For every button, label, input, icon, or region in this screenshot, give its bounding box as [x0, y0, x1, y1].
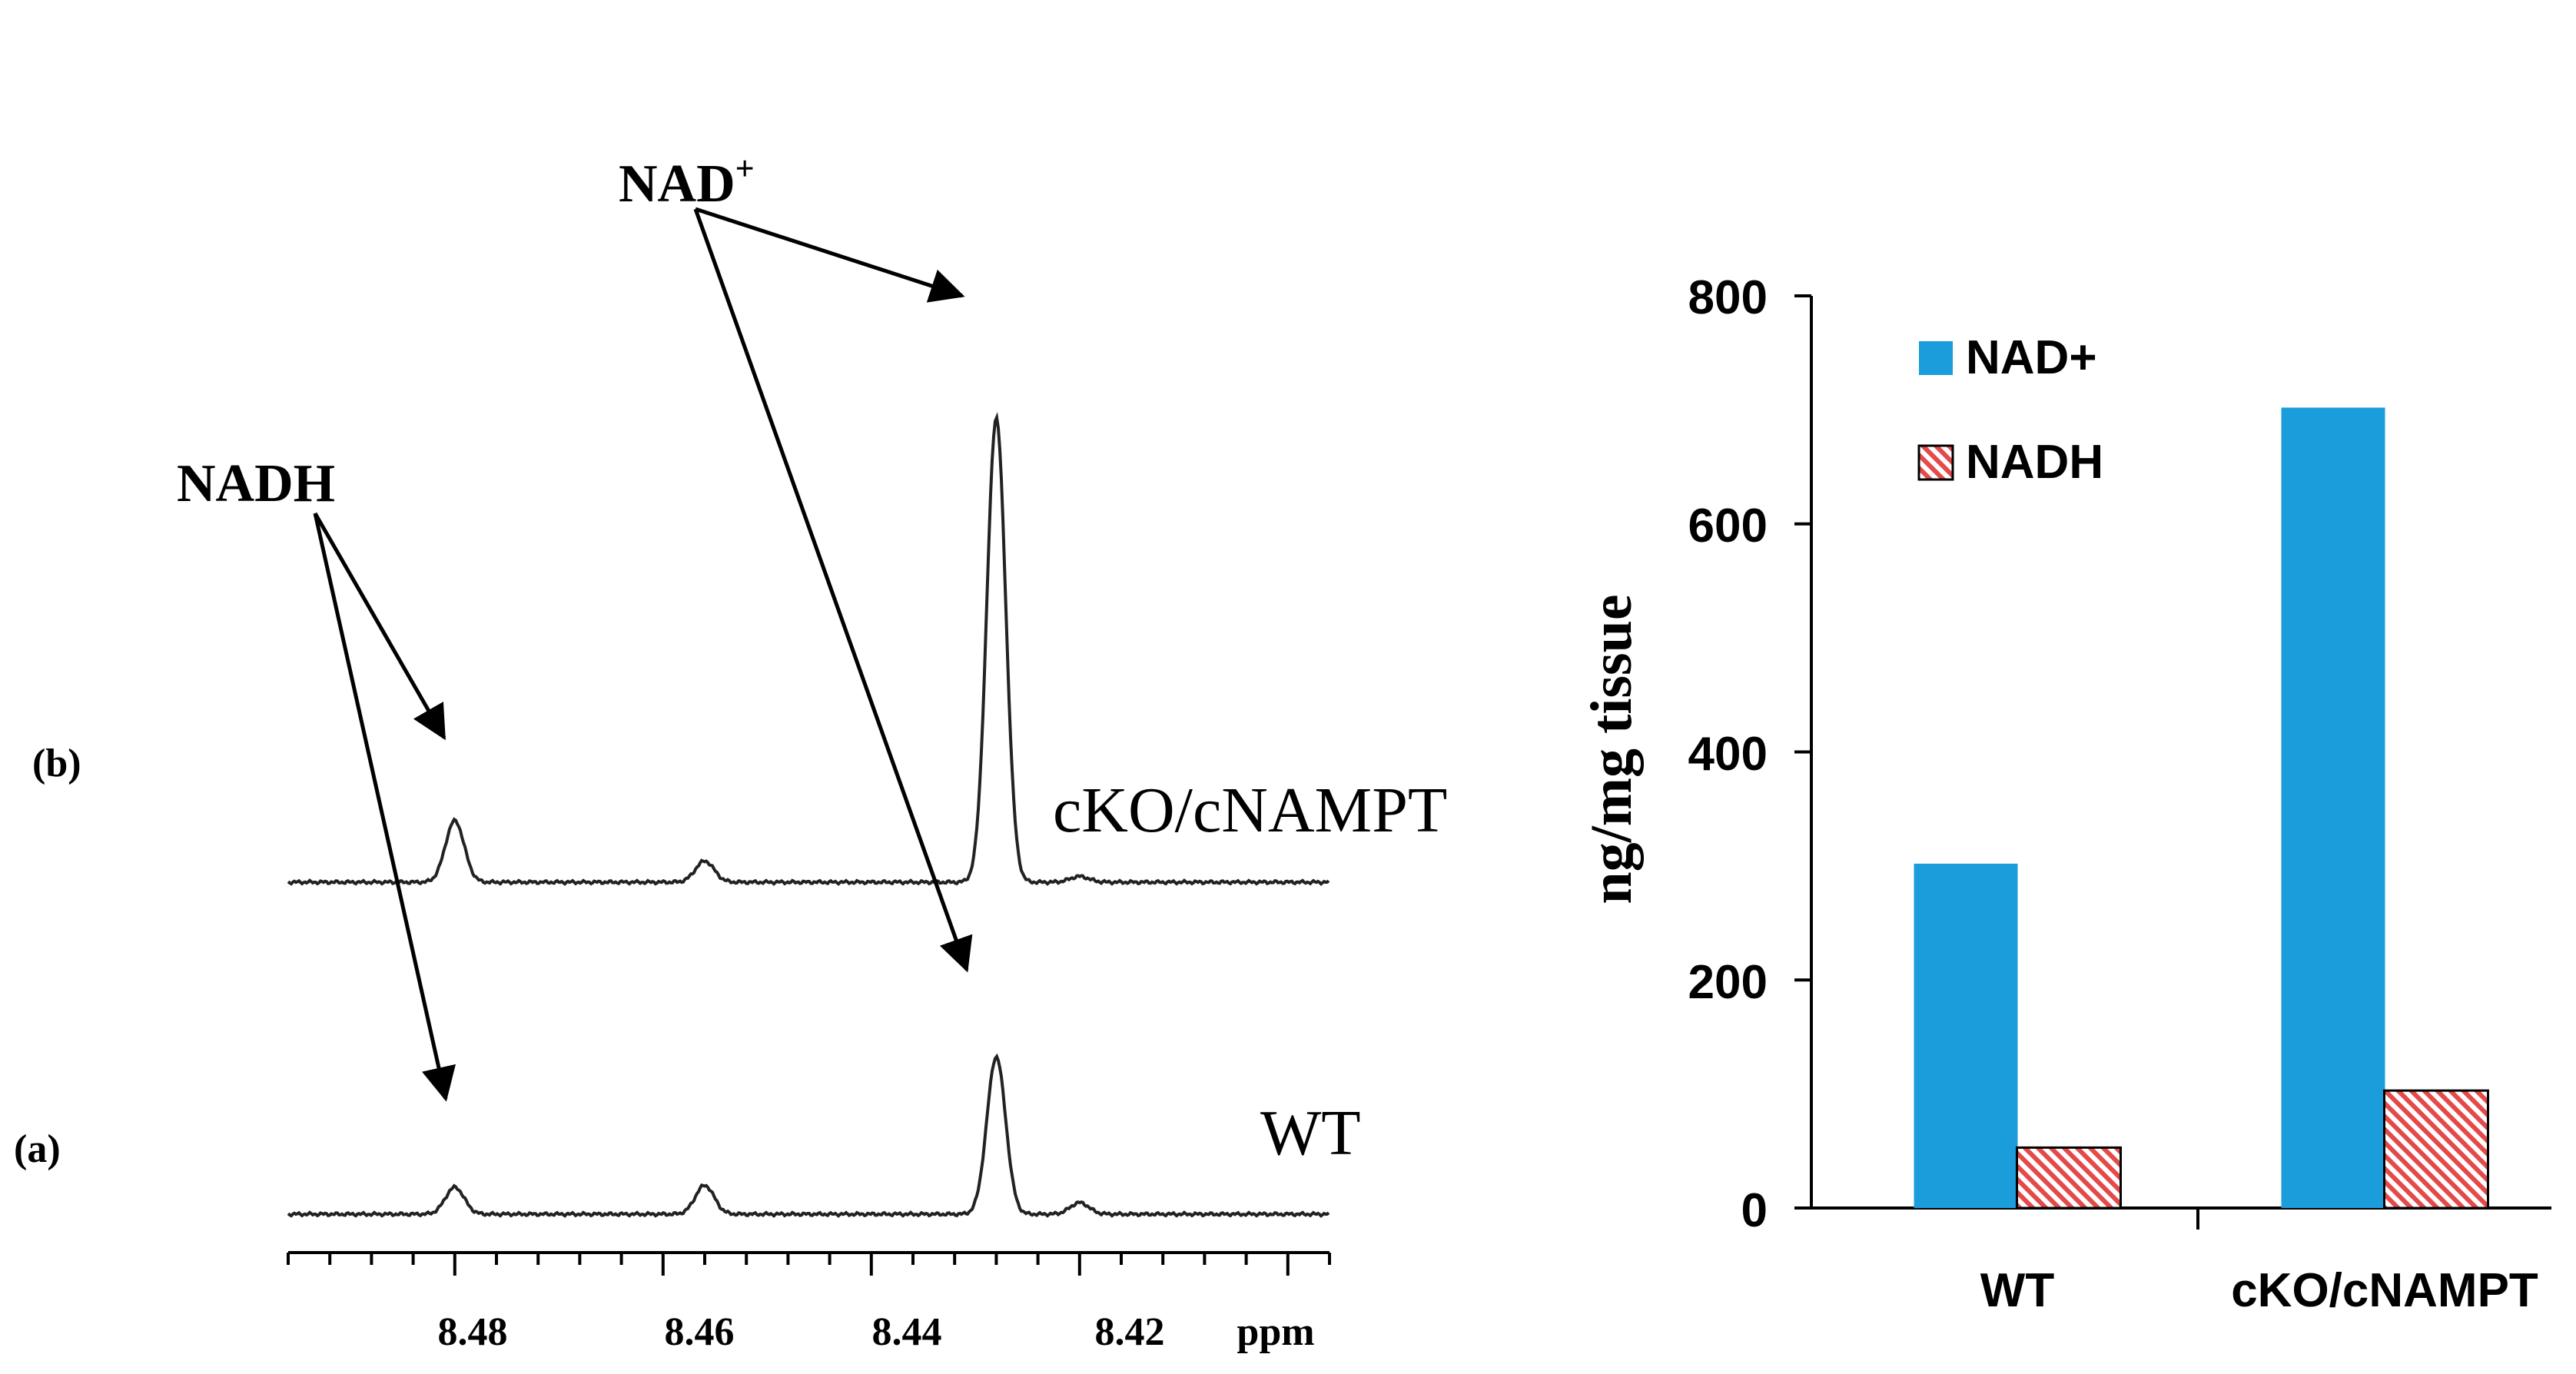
bar-y-tick-label: 400 — [1688, 728, 1768, 781]
bar-y-tick-label: 200 — [1688, 956, 1768, 1009]
bar-category-label-wt: WT — [1980, 1264, 2055, 1317]
nad-annotation-superscript: + — [735, 150, 755, 188]
bar-y-ticks — [1794, 294, 1811, 1210]
legend-label-nadh: NADH — [1966, 436, 2103, 489]
trace-wt-spectrum — [287, 1053, 1330, 1218]
bars — [1914, 407, 2489, 1210]
bar-y-tick-label: 800 — [1688, 271, 1768, 324]
sample-label-ckocnampt: cKO/cNAMPT — [1053, 775, 1447, 846]
sample-label-wt: WT — [1260, 1097, 1361, 1169]
nadh-arrow-to-wt-peak — [313, 513, 456, 1102]
panel-label-b: (b) — [32, 742, 81, 785]
nad-arrow-to-wt-peak — [693, 208, 973, 973]
bar-legend: NAD+ NADH — [1917, 331, 2103, 489]
bar-nadh-ckocnampt — [2383, 1089, 2489, 1210]
bar-y-tick-label: 0 — [1741, 1184, 1768, 1237]
legend-swatch-nad — [1919, 341, 1953, 375]
nad-arrow-to-ckocnampt-peak — [695, 207, 965, 303]
nmr-x-axis-unit: ppm — [1237, 1310, 1314, 1354]
nmr-x-tick-label: 8.48 — [438, 1310, 508, 1354]
bar-nadh-wt — [2016, 1146, 2122, 1210]
bar-nad-wt — [1914, 863, 2018, 1208]
nmr-x-tick-label: 8.42 — [1095, 1310, 1165, 1354]
bar-chart-panel: 0 200 400 600 800 WT cKO/cNAMPT ng/mg ti… — [1579, 271, 2551, 1317]
nmr-x-tick-label: 8.46 — [665, 1310, 735, 1354]
bar-y-axis-title: ng/mg tissue — [1579, 594, 1644, 904]
nmr-x-tick-label: 8.44 — [872, 1310, 942, 1354]
nadh-annotation-label: NADH — [177, 454, 335, 513]
nadh-arrow-to-ckocnampt-peak — [313, 512, 446, 741]
bar-nad-ckocnampt — [2281, 407, 2385, 1208]
nmr-x-ticks — [287, 1253, 1331, 1276]
legend-swatch-nadh — [1917, 444, 1954, 481]
nad-annotation-label: NAD+ — [619, 150, 755, 214]
legend-label-nad: NAD+ — [1966, 331, 2097, 384]
nad-annotation-text: NAD — [619, 154, 735, 214]
bar-category-label-ckocnampt: cKO/cNAMPT — [2231, 1264, 2538, 1317]
panel-label-a: (a) — [14, 1127, 61, 1171]
bar-y-tick-label: 600 — [1688, 499, 1768, 553]
trace-ckocnampt-spectrum — [287, 411, 1330, 886]
nmr-spectrum-panel: 8.48 8.46 8.44 8.42 ppm (b) (a) cKO/cNAM… — [14, 150, 1447, 1354]
